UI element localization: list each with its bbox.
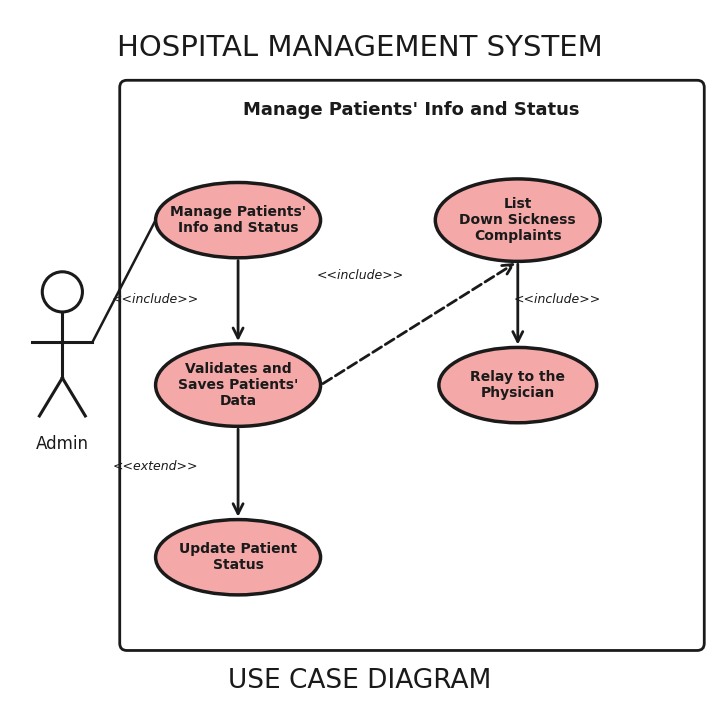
Ellipse shape [436,179,600,261]
Ellipse shape [156,182,320,258]
Text: <<include>>: <<include>> [316,269,404,282]
Text: USE CASE DIAGRAM: USE CASE DIAGRAM [228,668,492,694]
Text: Update Patient
Status: Update Patient Status [179,542,297,572]
Text: Relay to the
Physician: Relay to the Physician [470,370,565,400]
Text: HOSPITAL MANAGEMENT SYSTEM: HOSPITAL MANAGEMENT SYSTEM [117,34,603,62]
FancyBboxPatch shape [120,81,704,650]
Text: Manage Patients' Info and Status: Manage Patients' Info and Status [243,102,580,120]
Ellipse shape [156,344,320,426]
Text: <<include>>: <<include>> [513,292,601,305]
Text: <<extend>>: <<extend>> [113,459,198,472]
Text: Admin: Admin [36,436,89,454]
Ellipse shape [156,520,320,595]
Text: <<include>>: <<include>> [112,292,199,305]
Ellipse shape [439,348,597,423]
Text: List
Down Sickness
Complaints: List Down Sickness Complaints [459,197,576,243]
Text: Validates and
Saves Patients'
Data: Validates and Saves Patients' Data [178,362,298,408]
Text: Manage Patients'
Info and Status: Manage Patients' Info and Status [170,205,306,235]
